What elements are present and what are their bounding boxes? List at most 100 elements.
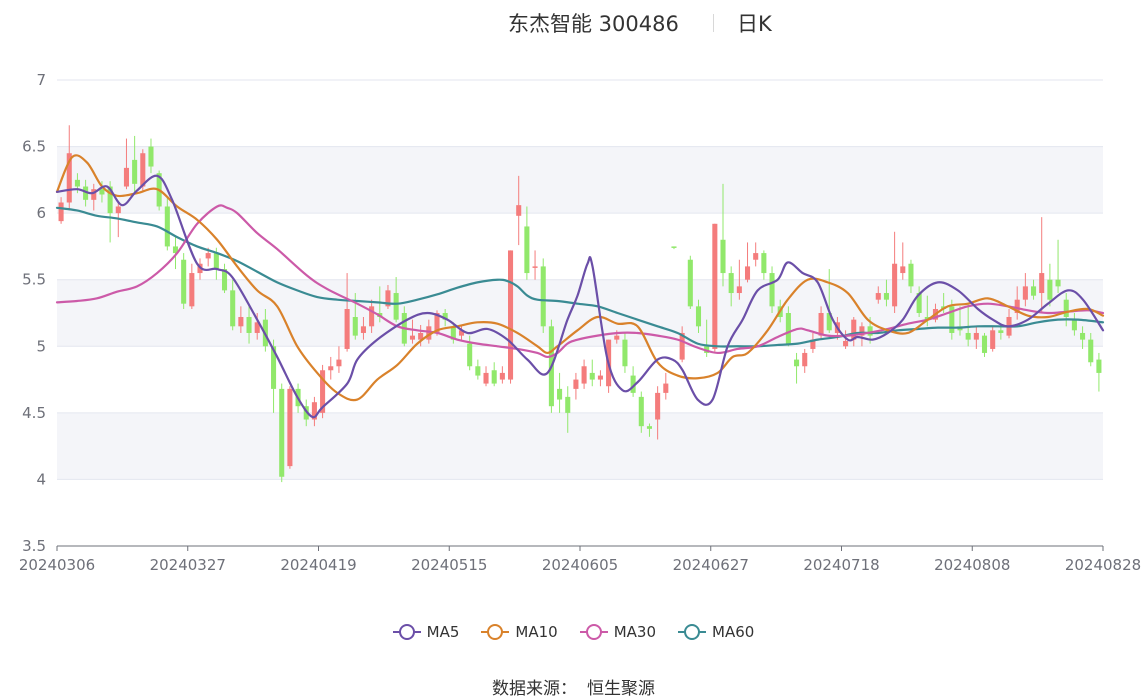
candle-body xyxy=(491,370,497,384)
candle xyxy=(687,255,693,310)
candle xyxy=(189,263,195,310)
candle-body xyxy=(221,269,228,291)
legend-item-ma60[interactable]: MA60 xyxy=(678,623,754,641)
candle-body xyxy=(508,250,514,380)
candle xyxy=(164,197,170,251)
candle xyxy=(826,269,832,333)
candle xyxy=(908,259,914,294)
legend-marker-ma10 xyxy=(481,624,510,640)
x-tick-label: 20240605 xyxy=(542,556,618,574)
candle xyxy=(892,231,898,313)
candle-body xyxy=(499,372,505,380)
candle-body xyxy=(810,339,816,349)
candle-body xyxy=(442,313,448,320)
candle-body xyxy=(189,273,195,307)
candle-body xyxy=(287,388,293,467)
candle-body xyxy=(1055,279,1061,287)
grid-band xyxy=(57,146,1103,214)
candle-body xyxy=(867,326,873,336)
candle-body xyxy=(1047,279,1053,300)
candle xyxy=(107,181,113,243)
candle xyxy=(981,332,988,357)
candle xyxy=(1022,273,1028,307)
candle xyxy=(91,183,97,211)
x-tick-label: 20240515 xyxy=(411,556,487,574)
candle-body xyxy=(753,253,759,260)
candle-body xyxy=(826,313,832,331)
candle xyxy=(843,330,849,349)
candle xyxy=(336,346,342,373)
candle xyxy=(279,383,285,483)
candle xyxy=(573,372,579,400)
y-tick-label: 4 xyxy=(36,470,46,488)
candle xyxy=(287,386,293,469)
candle xyxy=(810,332,816,353)
candle-body xyxy=(254,322,260,333)
candle-body xyxy=(164,206,170,247)
candle-body xyxy=(123,167,129,187)
candle xyxy=(663,372,669,400)
candle-body xyxy=(720,239,726,274)
legend-item-ma30[interactable]: MA30 xyxy=(579,623,656,641)
candle xyxy=(393,277,399,323)
candle-body xyxy=(663,383,669,393)
candle xyxy=(221,263,228,294)
candle-body xyxy=(238,316,244,327)
candle-body xyxy=(336,359,342,367)
candle-body xyxy=(818,313,824,336)
candle-body xyxy=(924,316,930,320)
candle xyxy=(532,250,538,280)
x-tick-label: 20240306 xyxy=(19,556,95,574)
candle xyxy=(655,386,661,440)
candle-body xyxy=(655,392,661,420)
candle-body xyxy=(614,335,620,340)
candle xyxy=(172,237,179,270)
candle-body xyxy=(859,326,865,336)
candle xyxy=(1071,313,1077,336)
legend-item-ma5[interactable]: MA5 xyxy=(392,623,459,641)
candle-body xyxy=(557,388,563,400)
candle-body xyxy=(213,253,219,270)
candle xyxy=(622,332,628,373)
candle xyxy=(508,250,514,384)
candle-body xyxy=(99,189,105,195)
legend: MA5 MA10 MA30 MA60 xyxy=(0,620,1147,644)
candle-body xyxy=(311,402,317,420)
legend-marker-ma60 xyxy=(678,624,707,640)
candle-body xyxy=(589,372,595,380)
legend-item-ma10[interactable]: MA10 xyxy=(481,623,558,641)
candle-body xyxy=(981,335,988,353)
candle-body xyxy=(132,159,138,184)
candle-body xyxy=(794,359,800,367)
candle-body xyxy=(973,332,979,340)
candle xyxy=(360,316,366,340)
candle xyxy=(311,396,317,427)
candle-body xyxy=(990,330,996,349)
candle xyxy=(597,370,603,387)
candle-body xyxy=(107,186,113,214)
candle-body xyxy=(1096,359,1102,373)
candle xyxy=(785,306,791,347)
candle xyxy=(965,303,971,347)
candle xyxy=(638,391,644,433)
x-tick-label: 20240627 xyxy=(673,556,749,574)
candle xyxy=(720,183,726,287)
candle-body xyxy=(736,286,742,294)
candle xyxy=(132,135,138,194)
candle xyxy=(736,259,742,300)
candle-body xyxy=(916,293,922,313)
candle xyxy=(728,266,734,307)
candle-body xyxy=(418,332,424,340)
candle xyxy=(123,138,129,190)
candle xyxy=(458,324,465,340)
y-tick-label: 3.5 xyxy=(22,537,46,555)
candle xyxy=(557,372,563,413)
candle-body xyxy=(744,266,751,280)
candle xyxy=(320,364,326,419)
candle xyxy=(491,362,497,387)
candle xyxy=(238,306,244,333)
candle-body xyxy=(949,306,955,333)
candle xyxy=(695,299,702,333)
candle-body xyxy=(646,426,652,429)
candle-body xyxy=(516,205,522,216)
